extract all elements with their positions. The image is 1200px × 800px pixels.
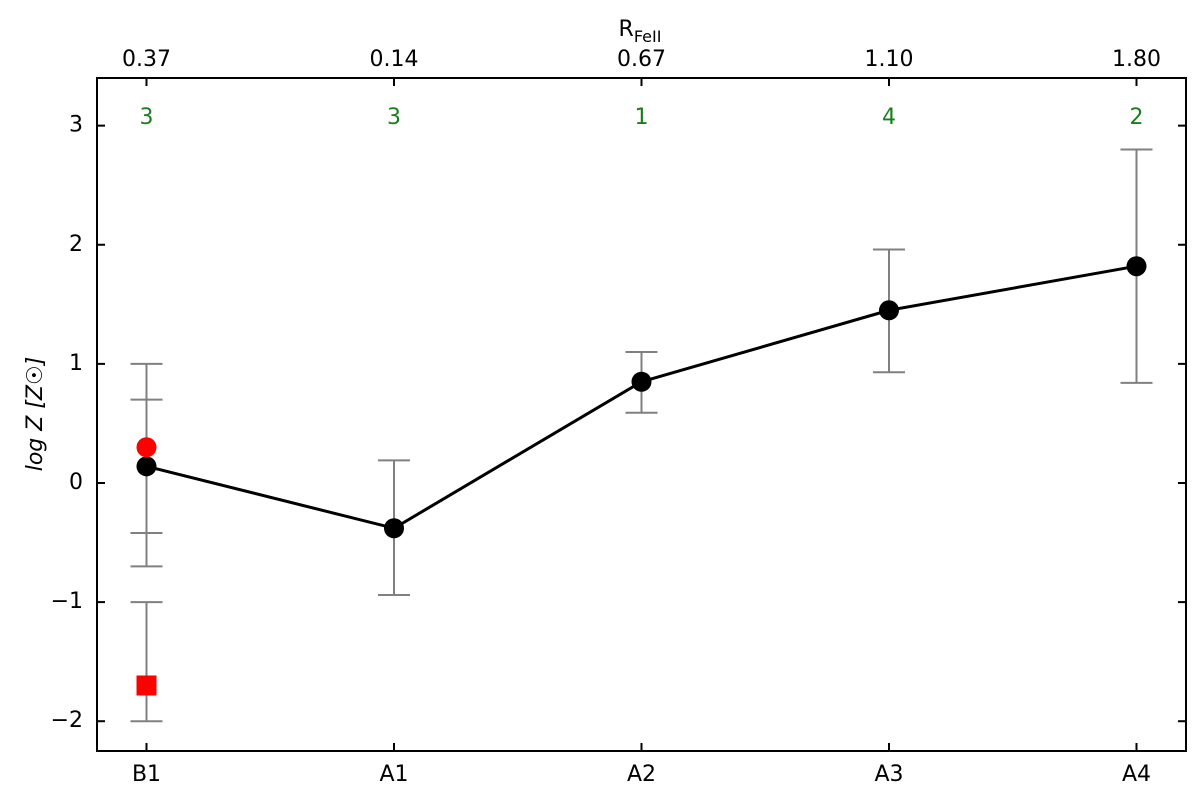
x-tick-label: A4 — [1122, 762, 1151, 787]
x-tick-label: B1 — [132, 762, 161, 787]
top-tick-label: 0.67 — [617, 47, 666, 72]
marker — [384, 518, 404, 539]
top-axis-label: RFeII — [619, 17, 662, 46]
top-axis-label-main: R — [619, 17, 634, 42]
y-tick-label: 0 — [69, 470, 83, 495]
x-tick-label: A2 — [627, 762, 656, 787]
y-axis-label: log Z [Z☉] — [23, 357, 48, 472]
x-tick-label: A3 — [874, 762, 903, 787]
count-label: 4 — [882, 105, 896, 130]
marker — [1126, 256, 1147, 277]
marker — [136, 437, 157, 458]
y-tick-label: 1 — [69, 351, 83, 376]
marker — [631, 371, 652, 392]
y-tick-label: 2 — [69, 232, 83, 257]
count-label: 1 — [635, 105, 649, 130]
top-tick-label: 1.80 — [1112, 47, 1161, 72]
top-tick-label: 1.10 — [865, 47, 914, 72]
count-label: 2 — [1130, 105, 1144, 130]
marker — [136, 675, 157, 696]
marker — [136, 456, 157, 477]
count-label: 3 — [140, 105, 154, 130]
top-tick-label: 0.14 — [370, 47, 419, 72]
y-tick-label: −1 — [51, 589, 83, 614]
y-tick-label: 3 — [69, 113, 83, 138]
count-label: 3 — [387, 105, 401, 130]
y-tick-label: −2 — [51, 708, 83, 733]
top-tick-label: 0.37 — [122, 47, 171, 72]
marker — [879, 300, 899, 321]
x-tick-label: A1 — [379, 762, 408, 787]
plot-frame — [96, 77, 1187, 752]
top-axis-label-sub: FeII — [634, 27, 662, 46]
